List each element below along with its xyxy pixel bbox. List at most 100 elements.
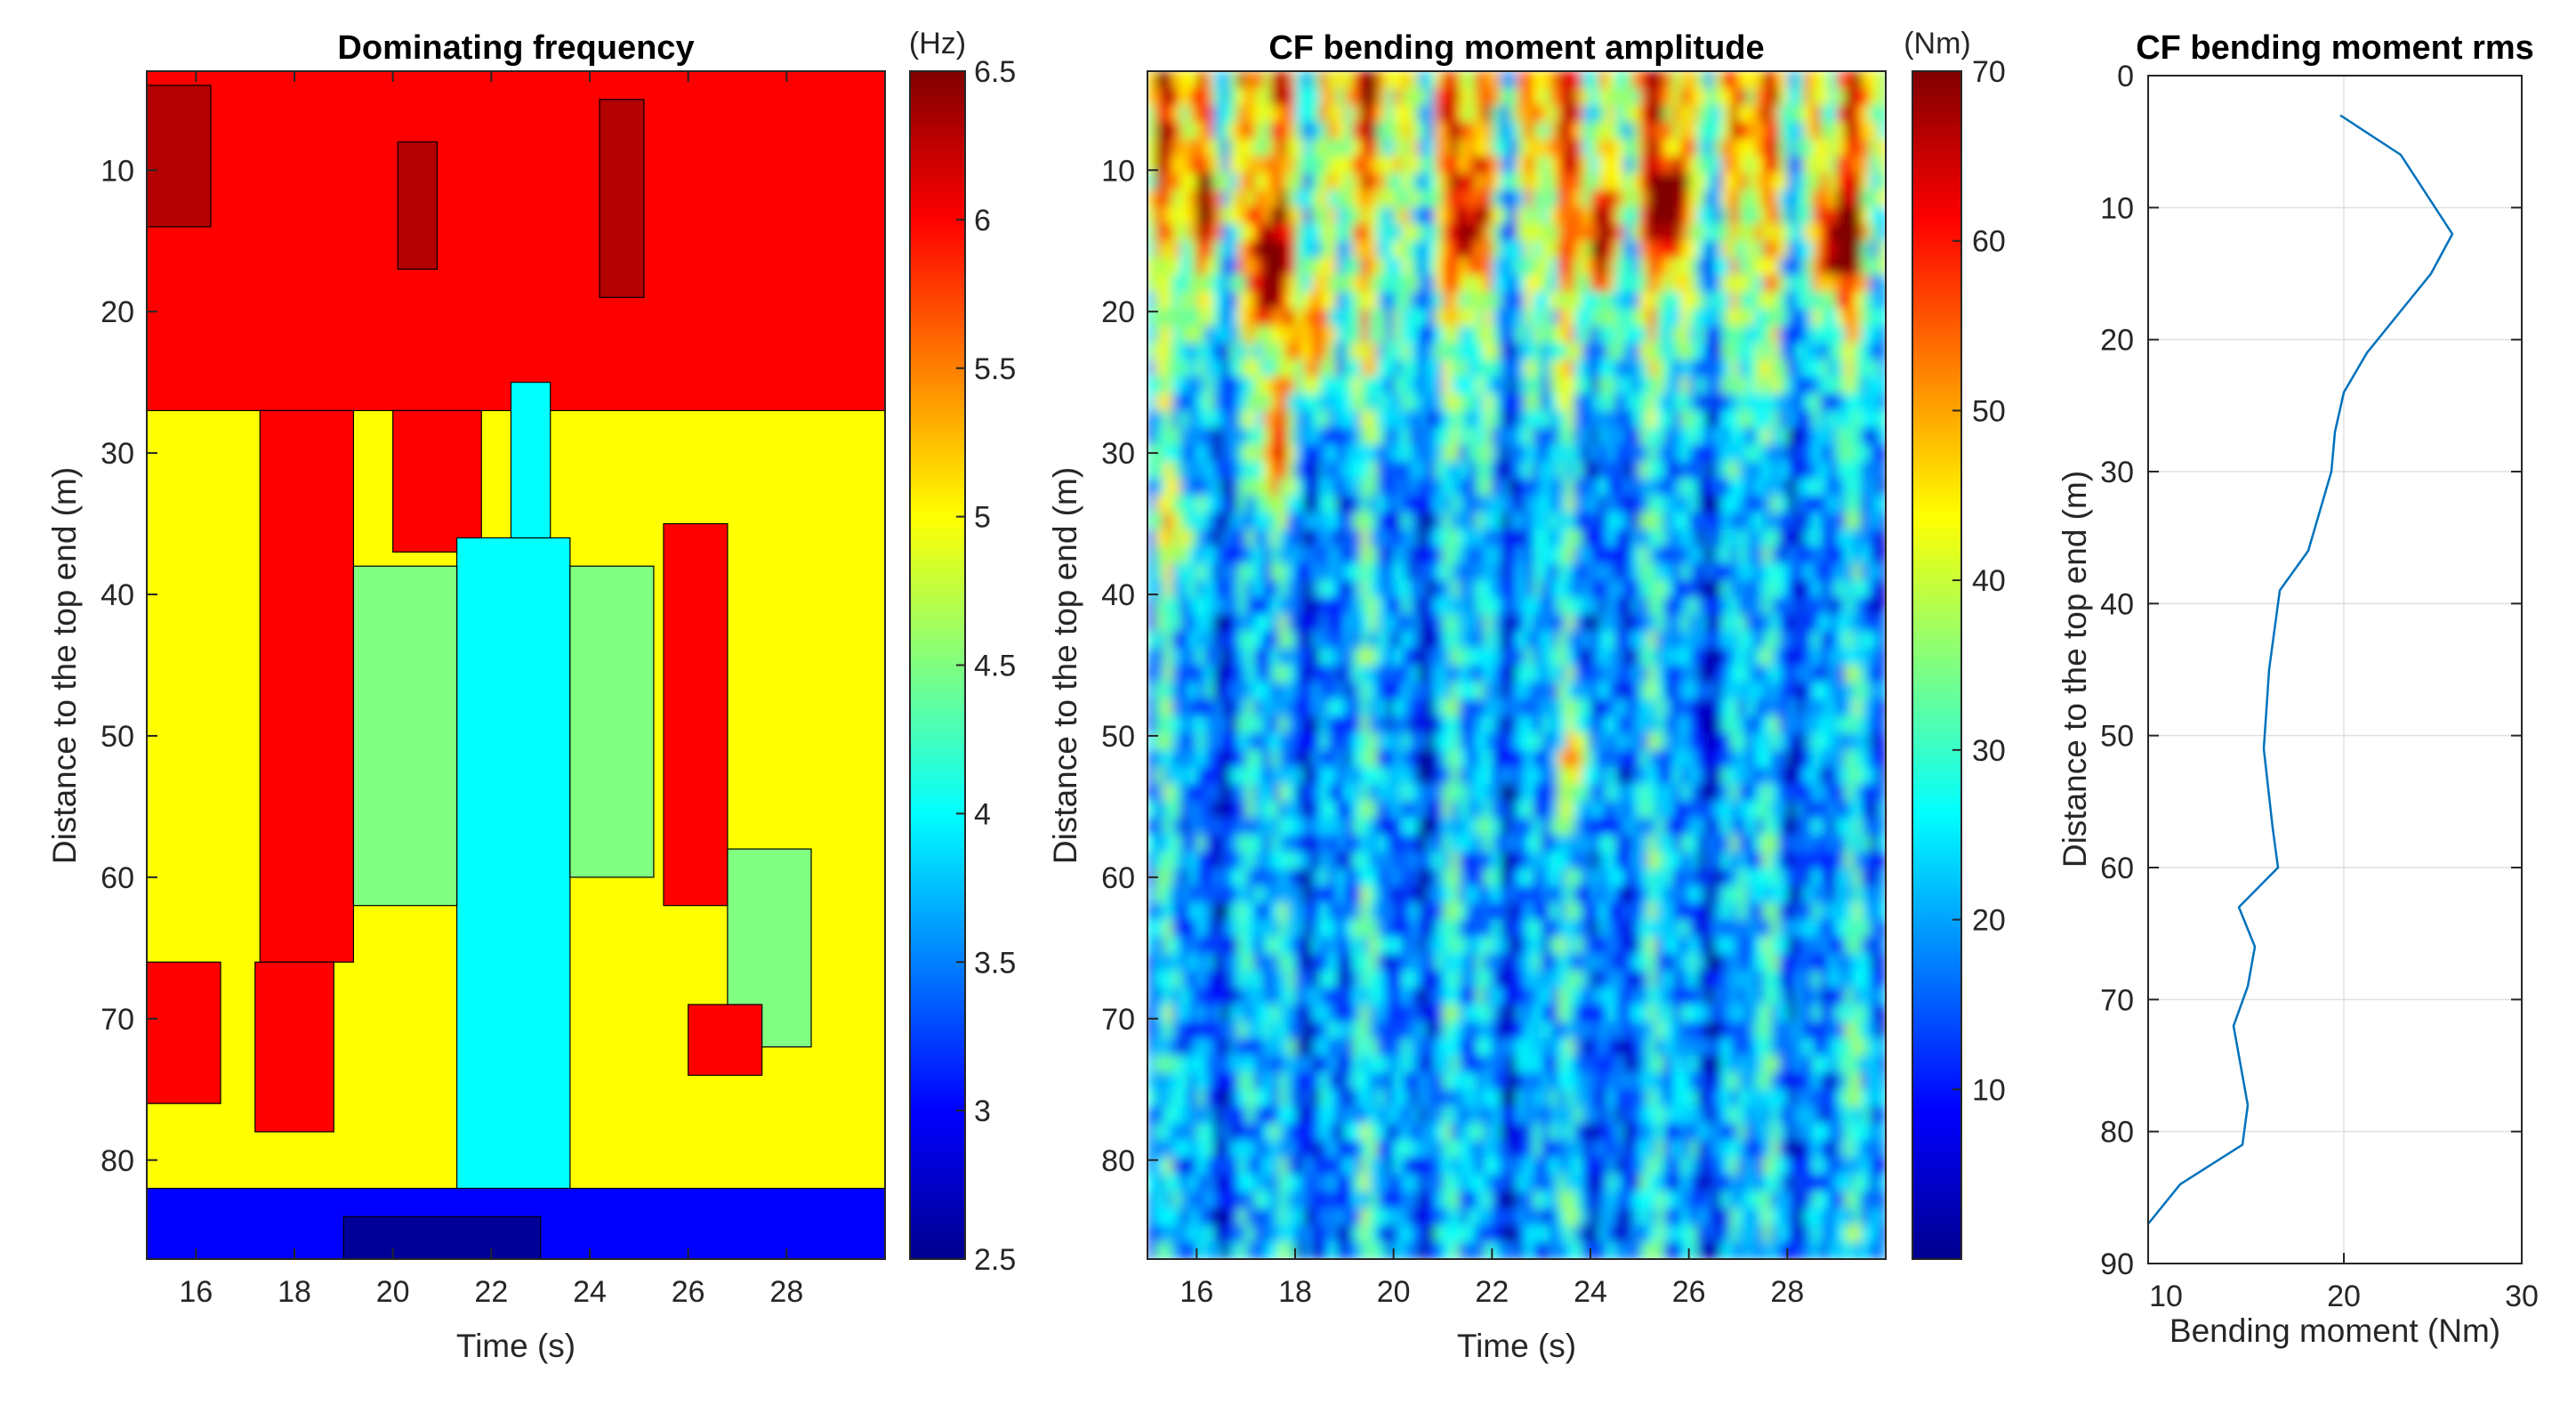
- amplitude-cell: [1622, 835, 1632, 853]
- amplitude-cell: [1188, 410, 1198, 429]
- amplitude-cell: [1147, 902, 1157, 921]
- amplitude-cell: [1369, 105, 1379, 124]
- amplitude-cell: [1647, 376, 1657, 395]
- amplitude-cell: [1541, 715, 1550, 734]
- amplitude-cell: [1467, 190, 1477, 208]
- amplitude-cell: [1664, 190, 1674, 208]
- amplitude-cell: [1475, 868, 1485, 887]
- amplitude-cell: [1262, 343, 1272, 361]
- amplitude-cell: [1155, 1174, 1165, 1192]
- amplitude-cell: [1614, 257, 1624, 276]
- amplitude-cell: [1582, 715, 1591, 734]
- amplitude-cell: [1270, 240, 1280, 259]
- amplitude-cell: [1533, 919, 1542, 938]
- amplitude-cell: [1705, 597, 1715, 616]
- amplitude-cell: [1606, 1224, 1616, 1243]
- amplitude-cell: [1188, 1241, 1198, 1259]
- amplitude-cell: [1229, 309, 1239, 327]
- amplitude-cell: [1360, 376, 1370, 395]
- amplitude-cell: [1319, 818, 1329, 836]
- amplitude-contour-plot: [1147, 71, 1886, 1259]
- amplitude-cell: [1525, 766, 1534, 785]
- amplitude-cell: [1179, 444, 1189, 463]
- amplitude-cell: [1459, 1072, 1469, 1091]
- amplitude-cell: [1606, 393, 1616, 412]
- amplitude-cell: [1245, 784, 1255, 802]
- amplitude-cell: [1303, 885, 1313, 904]
- amplitude-cell: [1434, 580, 1444, 599]
- amplitude-cell: [1614, 461, 1624, 480]
- amplitude-cell: [1410, 563, 1420, 581]
- amplitude-cell: [1377, 818, 1387, 836]
- amplitude-cell: [1196, 240, 1206, 259]
- amplitude-cell: [1558, 818, 1567, 836]
- amplitude-cell: [1631, 784, 1641, 802]
- amplitude-cell: [1582, 1207, 1591, 1226]
- amplitude-cell: [1500, 715, 1509, 734]
- amplitude-cell: [1451, 173, 1461, 191]
- amplitude-cell: [1443, 546, 1453, 564]
- amplitude-cell: [1360, 1038, 1370, 1056]
- amplitude-cell: [1426, 156, 1436, 174]
- amplitude-cell: [1188, 1157, 1198, 1175]
- amplitude-cell: [1393, 427, 1403, 446]
- amplitude-cell: [1221, 1038, 1231, 1056]
- amplitude-cell: [1319, 512, 1329, 530]
- amplitude-cell: [1451, 291, 1461, 310]
- amplitude-cell: [1622, 818, 1632, 836]
- amplitude-cell: [1451, 478, 1461, 497]
- amplitude-cell: [1311, 190, 1321, 208]
- amplitude-cell: [1221, 410, 1231, 429]
- amplitude-cell: [1484, 343, 1493, 361]
- amplitude-cell: [1566, 71, 1575, 89]
- amplitude-cell: [1221, 682, 1231, 700]
- amplitude-cell: [1484, 309, 1493, 327]
- amplitude-cell: [1418, 631, 1428, 650]
- amplitude-cell: [1484, 495, 1493, 513]
- amplitude-cell: [1253, 88, 1263, 106]
- amplitude-cell: [1566, 1157, 1575, 1175]
- amplitude-cell: [1492, 343, 1501, 361]
- amplitude-cell: [1319, 784, 1329, 802]
- amplitude-cell: [1295, 597, 1305, 616]
- amplitude-cell: [1606, 291, 1616, 310]
- amplitude-cell: [1311, 597, 1321, 616]
- amplitude-cell: [1245, 190, 1255, 208]
- amplitude-cell: [1229, 1038, 1239, 1056]
- amplitude-cell: [1434, 546, 1444, 564]
- amplitude-cell: [1360, 122, 1370, 141]
- amplitude-cell: [1426, 580, 1436, 599]
- amplitude-cell: [1705, 461, 1715, 480]
- amplitude-cell: [1212, 953, 1222, 972]
- amplitude-cell: [1327, 410, 1337, 429]
- amplitude-cell: [1278, 1004, 1288, 1022]
- amplitude-cell: [1688, 206, 1698, 225]
- amplitude-cell: [1558, 665, 1567, 683]
- chart-title-2: CF bending moment amplitude: [1268, 29, 1764, 67]
- amplitude-cell: [1606, 732, 1616, 751]
- amplitude-cell: [1533, 1207, 1542, 1226]
- amplitude-cell: [1344, 868, 1354, 887]
- amplitude-cell: [1155, 1224, 1165, 1243]
- amplitude-cell: [1475, 122, 1485, 141]
- amplitude-cell: [1319, 359, 1329, 378]
- amplitude-cell: [1434, 732, 1444, 751]
- amplitude-cell: [1278, 512, 1288, 530]
- amplitude-cell: [1566, 1089, 1575, 1108]
- amplitude-cell: [1492, 240, 1501, 259]
- amplitude-cell: [1484, 173, 1493, 191]
- amplitude-cell: [1525, 1089, 1534, 1108]
- amplitude-cell: [1311, 885, 1321, 904]
- amplitude-cell: [1311, 223, 1321, 242]
- amplitude-cell: [1655, 698, 1665, 717]
- amplitude-cell: [1204, 257, 1214, 276]
- amplitude-cell: [1237, 715, 1247, 734]
- amplitude-cell: [1410, 1224, 1420, 1243]
- colorbar-tick-label: 6.5: [974, 55, 1016, 89]
- amplitude-cell: [1360, 1123, 1370, 1142]
- amplitude-cell: [1286, 1224, 1296, 1243]
- amplitude-cell: [1574, 1004, 1583, 1022]
- amplitude-cell: [1237, 1072, 1247, 1091]
- amplitude-cell: [1492, 784, 1501, 802]
- amplitude-cell: [1147, 71, 1157, 89]
